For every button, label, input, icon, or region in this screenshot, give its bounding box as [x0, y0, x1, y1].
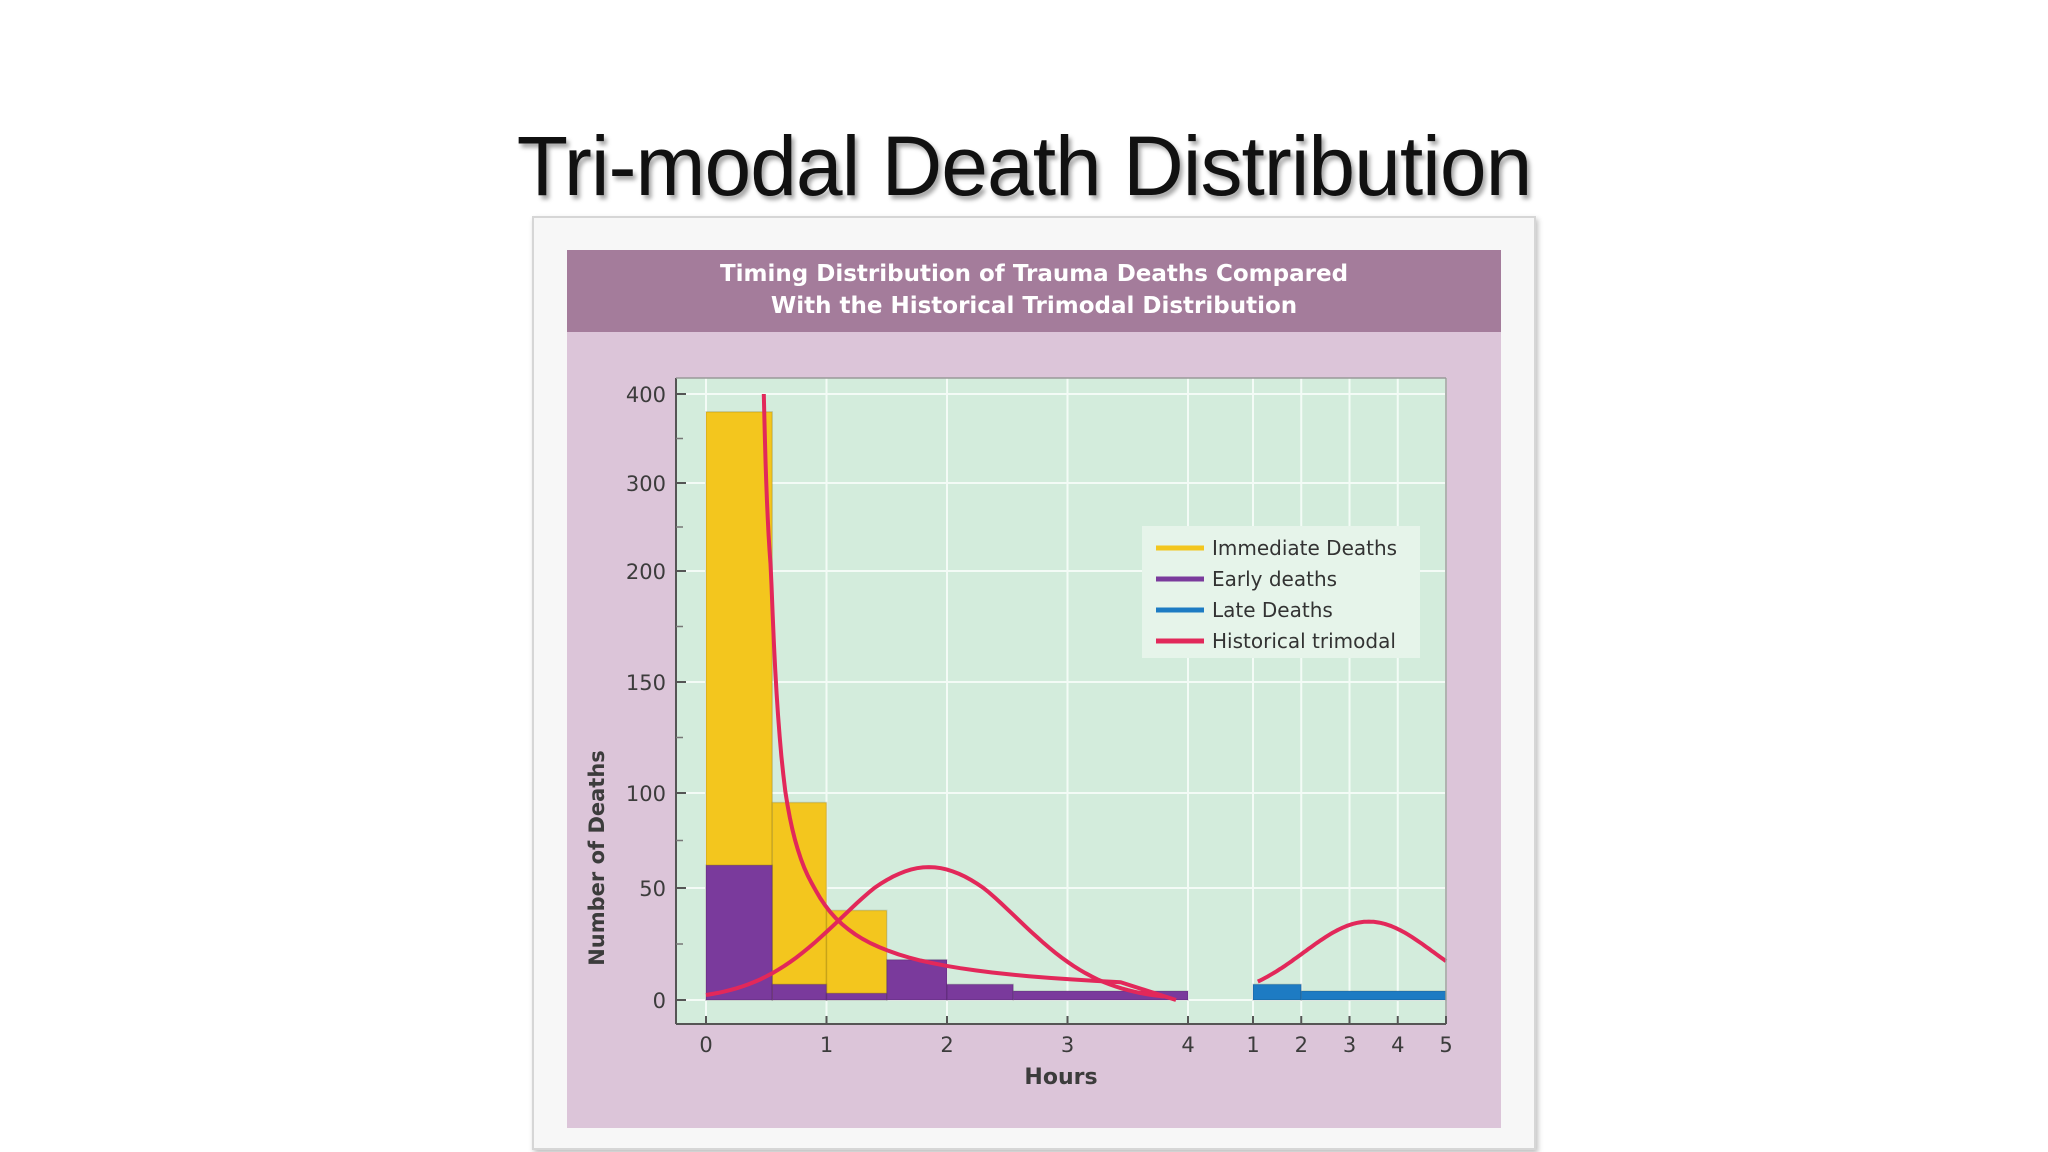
bar-early [886, 958, 948, 1001]
chart-subtitle: With the Historical Trimodal Distributio… [771, 293, 1297, 319]
x-tick-label: 4 [1391, 1033, 1404, 1057]
x-tick-label: 0 [699, 1033, 712, 1057]
slide-title: Tri-modal Death Distribution [516, 119, 1533, 213]
historical-curve-early [705, 865, 1165, 999]
x-tick-label: 1 [1246, 1033, 1259, 1057]
bars [705, 411, 1447, 1001]
legend-label-early: Early deaths [1212, 567, 1337, 591]
bar-late [1300, 990, 1447, 1001]
y-axis-label: Number of Deaths [585, 750, 609, 966]
legend-label-historical: Historical trimodal [1212, 629, 1396, 653]
chart: Timing Distribution of Trauma Deaths Com… [567, 250, 1501, 1128]
y-tick-label: 300 [626, 472, 666, 496]
x-tick-label: 5 [1439, 1033, 1452, 1057]
bar-late [1252, 983, 1302, 1001]
y-tick-label: 100 [626, 782, 666, 806]
bar-early [771, 983, 828, 1001]
legend-label-late: Late Deaths [1212, 598, 1333, 622]
legend-label-immediate: Immediate Deaths [1212, 536, 1397, 560]
x-axis-label: Hours [1024, 1065, 1097, 1090]
x-tick-label: 2 [1295, 1033, 1308, 1057]
figure-frame: Timing Distribution of Trauma Deaths Com… [532, 216, 1536, 1150]
chart-header-band [567, 250, 1501, 332]
historical-curve-immediate [761, 393, 1177, 1002]
x-tick-label: 4 [1181, 1033, 1194, 1057]
legend: Immediate Deaths Early deaths Late Deaths H… [1142, 526, 1420, 658]
x-tick-label: 3 [1343, 1033, 1356, 1057]
bar-early [1012, 990, 1189, 1001]
axes: 0 50 100 150 200 300 400 0 1 2 3 4 1 2 3 4 5 [626, 377, 1453, 1057]
y-tick-label: 150 [626, 671, 666, 695]
y-tick-label: 200 [626, 560, 666, 584]
bar-early [946, 983, 1015, 1001]
chart-title: Timing Distribution of Trauma Deaths Com… [720, 261, 1348, 287]
historical-curves [705, 393, 1448, 1002]
x-tick-label: 2 [940, 1033, 953, 1057]
y-tick-label: 50 [639, 877, 666, 901]
x-tick-label: 3 [1061, 1033, 1074, 1057]
bar-early [825, 992, 888, 1001]
x-tick-label: 1 [820, 1033, 833, 1057]
y-tick-label: 0 [653, 989, 666, 1013]
y-tick-label: 400 [626, 383, 666, 407]
historical-curve-late [1256, 919, 1448, 984]
